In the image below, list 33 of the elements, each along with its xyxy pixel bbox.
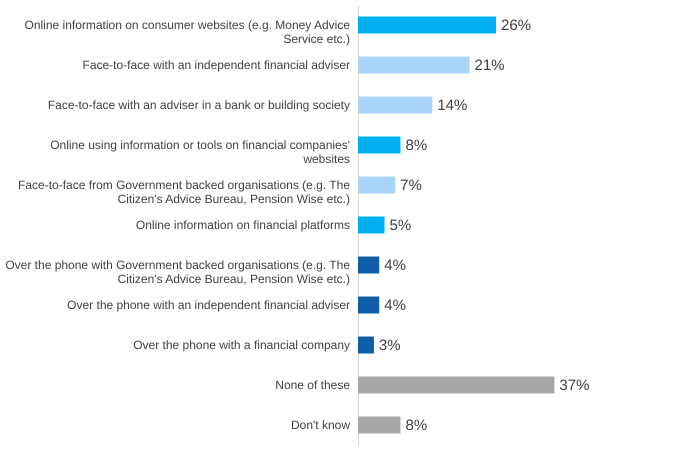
bar bbox=[358, 416, 400, 434]
data-label: 3% bbox=[378, 337, 401, 354]
y-tick-label: Online information on consumer websites (e.g. Money Advice Service etc.) bbox=[24, 18, 350, 46]
y-tick-label: Over the phone with a financial company bbox=[133, 338, 350, 352]
data-label: 4% bbox=[384, 257, 406, 274]
bar bbox=[358, 216, 385, 234]
data-label: 14% bbox=[437, 97, 468, 114]
bar bbox=[358, 16, 496, 34]
data-label: 21% bbox=[474, 57, 505, 74]
data-label: 8% bbox=[405, 137, 428, 154]
data-label: 8% bbox=[405, 417, 428, 434]
data-label: 5% bbox=[390, 217, 412, 234]
data-label: 4% bbox=[384, 297, 406, 314]
y-tick-label: Face-to-face with an adviser in a bank or building society bbox=[48, 98, 350, 112]
y-tick-label: None of these bbox=[275, 378, 350, 392]
y-tick-label: Don't know bbox=[291, 418, 350, 432]
y-tick-label: Face-to-face from Government backed organisations (e.g. The Citizen's Advice Bureau, Pension Wise etc.) bbox=[18, 178, 350, 206]
y-tick-label: Online information on financial platforms bbox=[136, 218, 350, 232]
data-label: 26% bbox=[501, 17, 532, 34]
y-tick-label: Face-to-face with an independent financial adviser bbox=[82, 58, 350, 72]
y-tick-label: Online using information or tools on financial companies' websites bbox=[50, 138, 350, 166]
data-label: 37% bbox=[559, 377, 590, 394]
data-label: 7% bbox=[400, 177, 422, 194]
bar bbox=[358, 96, 432, 114]
bar bbox=[358, 136, 400, 154]
bar bbox=[358, 296, 380, 314]
bar bbox=[358, 336, 374, 354]
bar bbox=[358, 176, 396, 194]
bar bbox=[358, 376, 554, 394]
y-tick-label: Over the phone with Government backed organisations (e.g. The Citizen's Advice Bureau, Pension Wise etc.) bbox=[5, 258, 350, 286]
bar bbox=[358, 56, 470, 74]
y-tick-label: Over the phone with an independent financial adviser bbox=[67, 298, 350, 312]
bar bbox=[358, 256, 380, 274]
